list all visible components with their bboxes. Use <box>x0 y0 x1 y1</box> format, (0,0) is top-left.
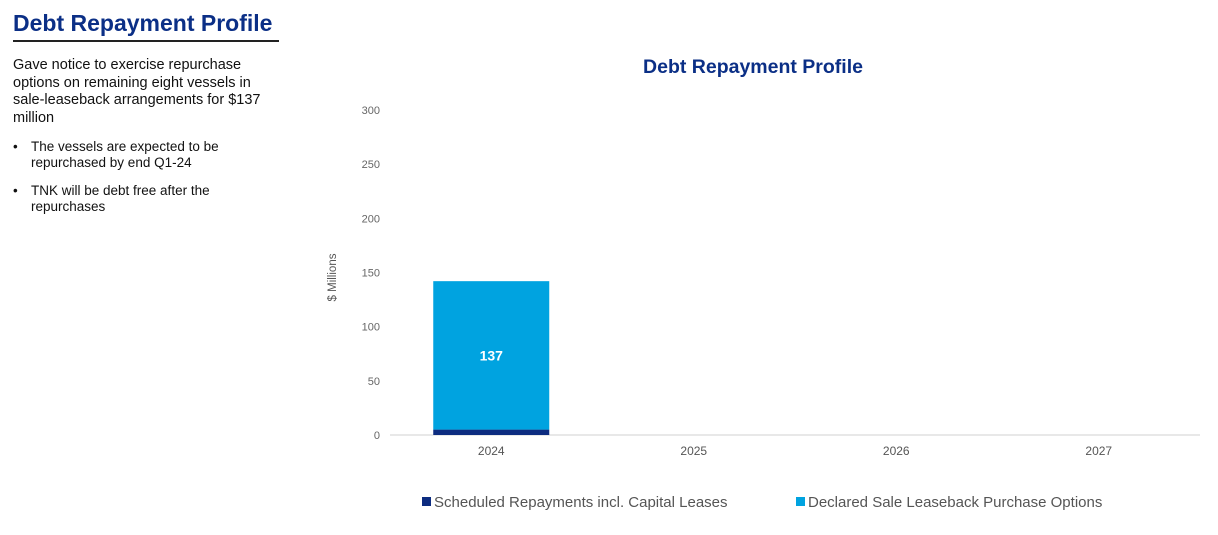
debt-repayment-chart: Debt Repayment Profile $ Millions 0 50 100… <box>327 56 1200 511</box>
y-tick-label: 250 <box>362 159 380 171</box>
bar-2024-series-0 <box>433 429 550 435</box>
x-tick-label: 2027 <box>1085 444 1112 458</box>
legend-swatch <box>422 497 431 506</box>
bullet-icon: • <box>13 139 18 154</box>
y-tick-label: 100 <box>362 322 380 334</box>
legend-label: Scheduled Repayments incl. Capital Lease… <box>434 494 728 511</box>
y-tick-label: 50 <box>368 376 380 388</box>
bullet-list: • The vessels are expected to be repurcha… <box>13 139 279 215</box>
bullet-text: TNK will be debt free after the repurcha… <box>31 183 210 214</box>
chart-title: Debt Repayment Profile <box>643 56 863 78</box>
bullet-icon: • <box>13 183 18 198</box>
x-tick-label: 2026 <box>883 444 910 458</box>
intro-text: Gave notice to exercise repurchase optio… <box>13 57 261 126</box>
y-axis-ticks: 0 50 100 150 200 250 300 <box>362 105 380 442</box>
legend: Scheduled Repayments incl. Capital Lease… <box>422 494 1102 511</box>
x-tick-label: 2024 <box>478 444 505 458</box>
bars: 5137 <box>433 281 550 435</box>
x-tick-label: 2025 <box>680 444 707 458</box>
left-panel: Debt Repayment Profile Gave notice to ex… <box>13 10 279 227</box>
bar-2024-series-1 <box>433 281 550 430</box>
y-axis-label: $ Millions <box>327 253 339 301</box>
title-divider <box>13 40 279 42</box>
x-axis-ticks: 2024 2025 2026 2027 <box>478 444 1113 458</box>
legend-label: Declared Sale Leaseback Purchase Options <box>808 494 1102 511</box>
page-title: Debt Repayment Profile <box>13 10 273 36</box>
bar-data-label: 137 <box>480 347 504 363</box>
bullet-text: The vessels are expected to be repurchas… <box>31 139 219 170</box>
y-tick-label: 0 <box>374 430 380 442</box>
bullet-item: • TNK will be debt free after the repurch… <box>13 183 279 215</box>
y-tick-label: 300 <box>362 105 380 117</box>
bullet-item: • The vessels are expected to be repurcha… <box>13 139 279 171</box>
y-tick-label: 200 <box>362 213 380 225</box>
legend-swatch <box>796 497 805 506</box>
chart-container: Debt Repayment Profile $ Millions 0 50 100… <box>300 40 1210 530</box>
y-tick-label: 150 <box>362 268 380 280</box>
